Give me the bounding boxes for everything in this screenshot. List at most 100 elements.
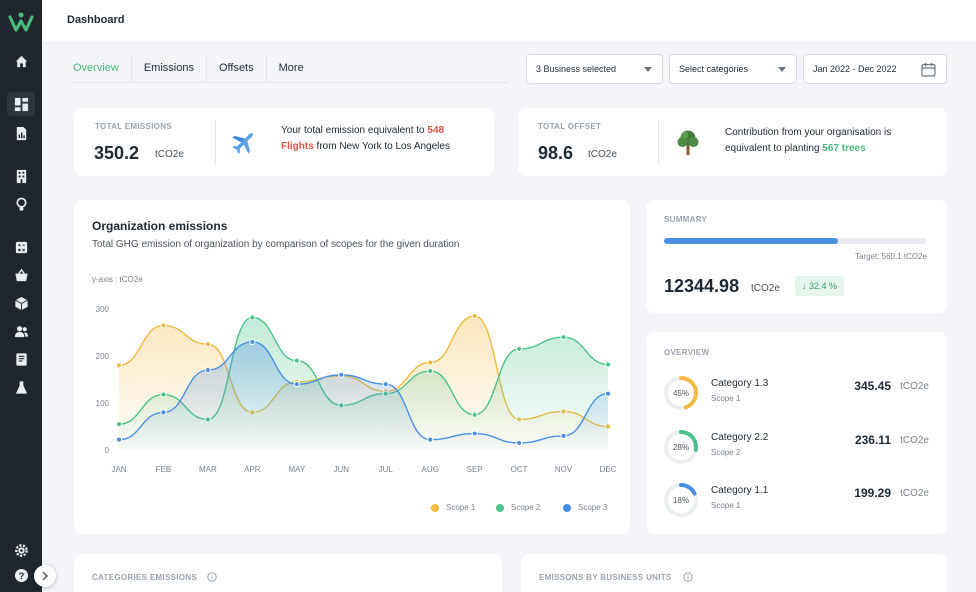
sidebar-item-settings[interactable] [7, 538, 35, 562]
category-name: Category 2.2 [711, 432, 769, 443]
summary-progress-track [664, 238, 927, 244]
category-unit: tCO2e [900, 488, 929, 499]
summary-card: SUMMARY Target: 560.1 tCO2e 12344.98 tCO… [646, 200, 947, 313]
data-point[interactable] [427, 436, 434, 443]
data-point[interactable] [604, 361, 612, 368]
offset-text-line-1: Contribution from your organisation is [725, 127, 892, 138]
categories-select[interactable]: Select categories [669, 54, 797, 84]
tab-more[interactable]: More [278, 62, 304, 74]
x-tick-label: AUG [422, 465, 439, 474]
series-line [118, 341, 609, 444]
category-scope: Scope 1 [711, 501, 741, 510]
tab-overview[interactable]: Overview [73, 55, 132, 82]
legend-swatch [431, 503, 439, 512]
settings-icon [14, 543, 28, 557]
logo-icon [8, 12, 34, 32]
trees-equivalent: Contribution from your organisation is e… [725, 125, 935, 157]
page-title: Dashboard [67, 14, 125, 26]
sidebar-item-calculator[interactable] [7, 235, 35, 259]
book-icon [15, 352, 27, 366]
sidebar-item-buildings[interactable] [7, 164, 35, 188]
y-tick-label: 300 [96, 305, 110, 314]
summary-target: Target: 560.1 tCO2e [854, 252, 927, 261]
categories-emissions-card: CATEGORIES EMISSIONS [74, 554, 502, 592]
package-icon [14, 296, 28, 310]
info-icon[interactable] [683, 572, 693, 582]
data-point[interactable] [382, 381, 389, 388]
legend-scope-2[interactable]: Scope 2 [496, 503, 540, 512]
data-point[interactable] [160, 409, 167, 416]
data-point[interactable] [115, 436, 123, 443]
legend-scope-1[interactable]: Scope 1 [431, 503, 475, 512]
airplane-icon [232, 133, 253, 154]
x-tick-label: APR [244, 465, 261, 474]
sidebar-expand-button[interactable] [34, 565, 56, 587]
data-point[interactable] [560, 432, 567, 439]
y-tick-label: 200 [96, 352, 110, 361]
overview-row[interactable]: 45% Category 1.3 Scope 1 345.45 tCO2e [663, 373, 929, 413]
x-tick-label: JAN [111, 465, 126, 474]
tab-emissions[interactable]: Emissions [132, 55, 207, 82]
data-point[interactable] [515, 345, 523, 353]
data-point[interactable] [115, 362, 123, 369]
data-point[interactable] [249, 314, 256, 321]
data-point[interactable] [604, 390, 612, 397]
data-point[interactable] [471, 312, 478, 320]
category-unit: tCO2e [900, 381, 929, 392]
data-point[interactable] [427, 367, 434, 375]
data-point[interactable] [115, 421, 123, 428]
y-axis-note: y-axis : tCO2e [92, 275, 143, 284]
sidebar-item-products[interactable] [7, 291, 35, 315]
data-point[interactable] [160, 391, 167, 398]
percentage-ring: 18% [664, 483, 698, 517]
chevron-down-icon [778, 67, 786, 72]
data-point[interactable] [249, 338, 256, 345]
data-point[interactable] [427, 359, 434, 366]
total-emissions-label: TOTAL EMISSIONS [95, 122, 172, 131]
legend-scope-3[interactable]: Scope 3 [563, 503, 607, 512]
data-point[interactable] [204, 341, 212, 348]
tab-offsets[interactable]: Offsets [207, 55, 267, 82]
sidebar-item-lab[interactable] [7, 375, 35, 399]
data-point[interactable] [204, 367, 212, 374]
sidebar-item-library[interactable] [7, 347, 35, 371]
business-select-value: 3 Business selected [536, 64, 617, 74]
sidebar-item-help[interactable]: ? [7, 563, 35, 587]
x-tick-label: JUL [379, 465, 394, 474]
data-point[interactable] [293, 357, 300, 364]
series-area [119, 341, 608, 450]
info-icon[interactable] [207, 572, 217, 582]
business-units-card: EMISSONS BY BUSINESS UNITS [521, 554, 947, 592]
x-tick-label: DEC [600, 465, 617, 474]
overview-row[interactable]: 18% Category 1.1 Scope 1 199.29 tCO2e [663, 480, 929, 520]
data-point[interactable] [471, 430, 478, 437]
data-point[interactable] [471, 411, 478, 418]
percentage-ring: 28% [664, 430, 698, 464]
sidebar-item-insights[interactable] [7, 192, 35, 216]
category-name: Category 1.1 [711, 485, 769, 496]
category-scope: Scope 2 [711, 448, 741, 457]
bulb-icon [15, 197, 27, 211]
flights-count: 548 [427, 125, 445, 136]
sidebar-item-home[interactable] [7, 49, 35, 73]
data-point[interactable] [560, 334, 567, 341]
ring-percent-label: 18% [673, 496, 689, 505]
overview-row[interactable]: 28% Category 2.2 Scope 2 236.11 tCO2e [663, 427, 929, 467]
total-emissions-value: 350.2 [94, 143, 140, 163]
divider [658, 120, 659, 164]
x-tick-label: SEP [467, 465, 483, 474]
divider [215, 120, 216, 164]
data-point[interactable] [160, 322, 167, 329]
data-point[interactable] [515, 439, 523, 447]
data-point[interactable] [293, 381, 300, 388]
business-select[interactable]: 3 Business selected [526, 54, 663, 84]
sidebar-item-reports[interactable] [7, 121, 35, 145]
sidebar-item-users[interactable] [7, 319, 35, 343]
date-range-picker[interactable]: Jan 2022 - Dec 2022 [803, 54, 947, 84]
chart-title: Organization emissions [92, 219, 228, 233]
category-value: 236.11 [854, 433, 891, 447]
sidebar-item-dashboard[interactable] [7, 92, 35, 116]
category-unit: tCO2e [900, 435, 929, 446]
data-point[interactable] [338, 371, 345, 378]
sidebar-item-purchases[interactable] [7, 263, 35, 287]
